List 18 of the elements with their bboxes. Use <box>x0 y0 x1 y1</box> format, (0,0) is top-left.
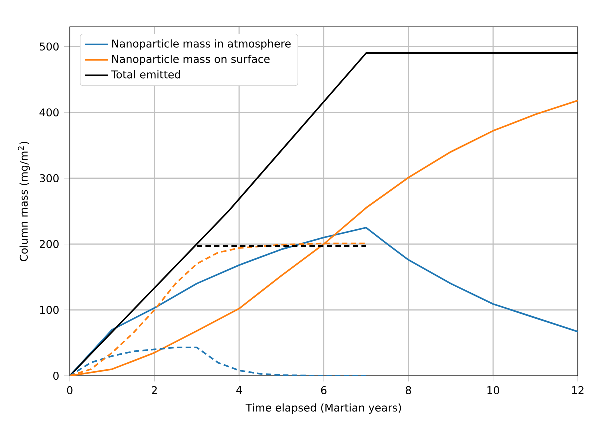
x-tick-label: 0 <box>67 386 73 394</box>
y-tick-label: 0 <box>54 372 59 380</box>
legend-label: Nanoparticle mass on surface <box>112 55 270 66</box>
y-tick-label: 400 <box>40 108 59 117</box>
x-tick-label: 12 <box>572 386 584 394</box>
x-tick-label: 10 <box>488 386 500 394</box>
x-tick-label: 6 <box>321 386 327 394</box>
x-tick-label: 8 <box>406 386 412 394</box>
legend-label: Nanoparticle mass in atmosphere <box>112 40 291 50</box>
y-tick-label: 300 <box>40 174 59 182</box>
x-tick-label: 2 <box>152 386 157 394</box>
y-tick-label: 500 <box>40 42 59 51</box>
x-tick-label: 4 <box>236 386 242 394</box>
x-axis-title: Time elapsed (Martian years) <box>246 404 402 414</box>
legend-label: Total emitted <box>111 70 180 79</box>
y-tick-label: 200 <box>40 240 59 248</box>
y-axis-title: Column mass (mg/m$^{2}$) <box>18 142 30 262</box>
y-tick-label: 100 <box>40 306 59 314</box>
